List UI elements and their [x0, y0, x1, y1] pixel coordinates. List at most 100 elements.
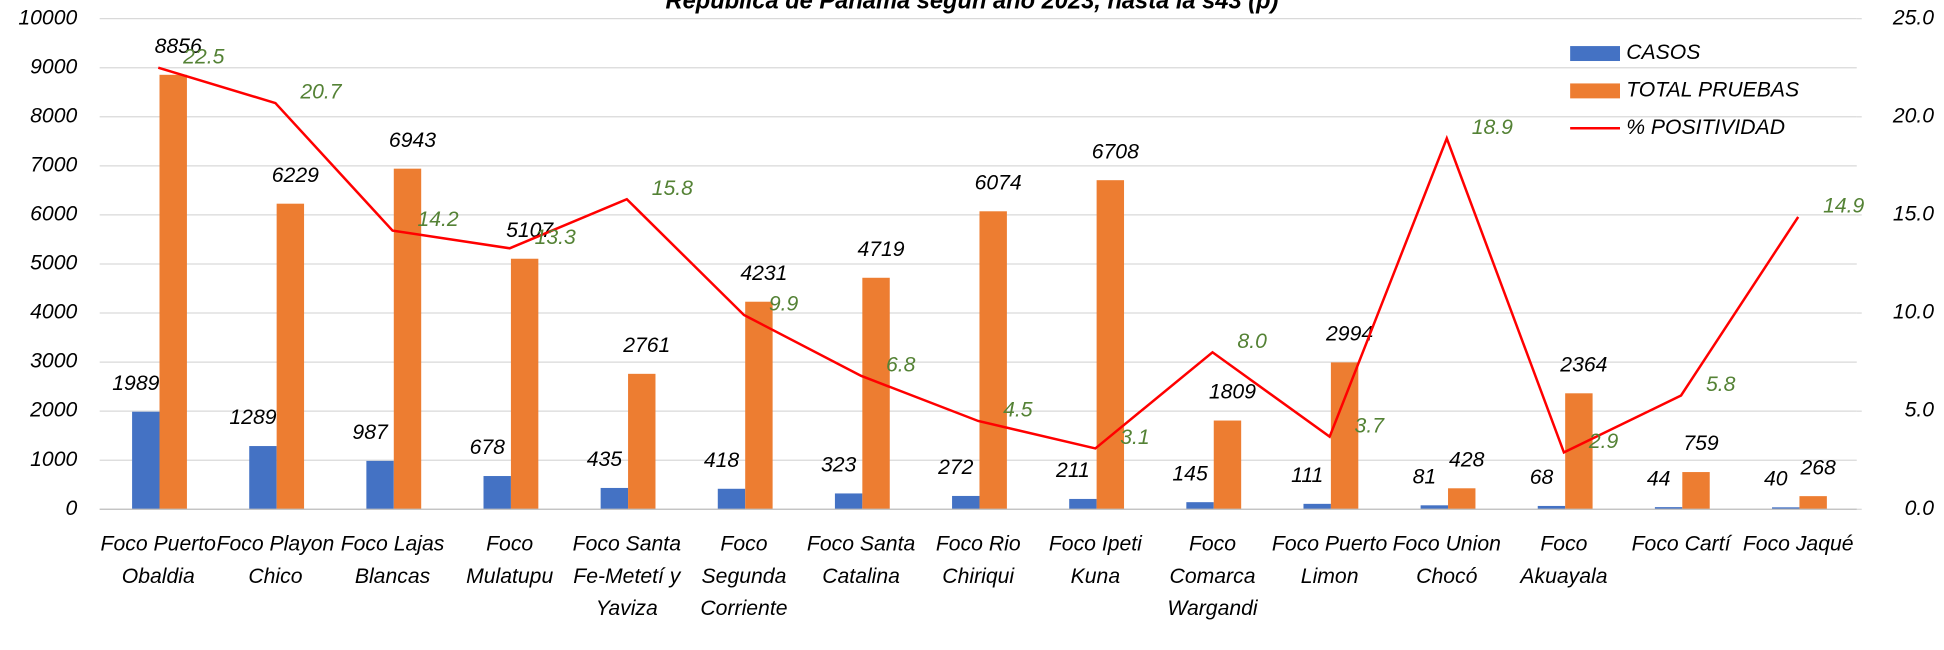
y-tick-label: 5000 [30, 252, 77, 275]
bar-value-label: 211 [1055, 459, 1090, 482]
bar-value-label: 6229 [272, 164, 319, 187]
x-tick-label: Foco Rio Chiriqui [935, 531, 1021, 588]
legend-swatch [1570, 83, 1620, 99]
x-tick-label-box: Foco Cartí [1631, 531, 1731, 556]
bar [979, 211, 1007, 510]
bar [1799, 496, 1827, 510]
bar [1448, 488, 1476, 510]
line-value-label: 18.9 [1472, 116, 1513, 139]
y-tick-label: 7000 [30, 153, 77, 176]
bar-value-label: 2761 [622, 334, 670, 357]
bar-value-label: 1989 [112, 372, 159, 395]
bar-value-label: 40 [1764, 468, 1788, 491]
x-tick-label-box: Foco Union Chocó [1392, 531, 1501, 588]
bar [717, 488, 746, 510]
y2-tick-label: 10.0 [1893, 301, 1934, 324]
y-tick-label: 10000 [18, 6, 77, 29]
line-value-label: 14.9 [1823, 195, 1864, 218]
bar [628, 373, 656, 510]
bar-value-label: 2994 [1325, 323, 1373, 346]
line-value-label: 13.3 [535, 226, 576, 249]
bar-value-label: 323 [821, 454, 857, 477]
bar [1682, 472, 1710, 510]
y-tick-label: 2000 [29, 399, 77, 422]
y2-tick-label: 20.0 [1892, 104, 1934, 127]
bar-value-label: 418 [704, 449, 740, 472]
bar-value-label: 68 [1530, 466, 1554, 489]
x-tick-label: Foco Segunda Corriente [700, 531, 788, 621]
y2-tick-label: 5.0 [1905, 399, 1935, 422]
x-tick-label-box: Foco Playon Chico [216, 531, 335, 588]
line-value-label: 2.9 [1588, 430, 1619, 453]
legend-label: CASOS [1626, 41, 1700, 64]
legend-swatch [1570, 46, 1620, 62]
x-tick-label: Foco Cartí [1631, 531, 1731, 556]
bar-value-label: 4231 [740, 262, 787, 285]
x-tick-label: Foco Comarca Wargandi [1167, 531, 1258, 621]
y2-tick-label: 0.0 [1905, 497, 1935, 520]
chart-title: República de Panamá según año 2023, hast… [666, 0, 1279, 15]
bar [132, 411, 160, 510]
y-tick-label: 1000 [30, 448, 77, 471]
line [157, 66, 1800, 455]
bar-value-label: 145 [1172, 462, 1208, 485]
line-value-label: 22.5 [182, 45, 224, 68]
bar-value-label: 5107 [506, 219, 554, 242]
line-value-label: 3.7 [1355, 414, 1386, 437]
bar [600, 487, 629, 510]
line-value-label: 5.8 [1706, 373, 1736, 396]
x-tick-label-box: Foco Santa Catalina [807, 532, 915, 588]
y-tick-label: 0 [65, 497, 77, 520]
x-tick-label-box: Foco Rio Chiriqui [935, 531, 1021, 588]
x-tick-label: Foco Union Chocó [1392, 531, 1501, 588]
bar [834, 493, 863, 510]
y-tick-label: 3000 [30, 350, 77, 373]
bar-value-label: 272 [937, 456, 974, 479]
y2-tick-label: 25.0 [1892, 6, 1934, 29]
bar [745, 301, 773, 510]
bar [510, 258, 539, 510]
bar [1213, 420, 1242, 510]
bar-value-label: 987 [352, 421, 389, 444]
bar-value-label: 428 [1449, 448, 1485, 471]
bar [1565, 393, 1593, 510]
line-value-label: 3.1 [1120, 426, 1149, 449]
bar [483, 476, 511, 510]
bar [249, 446, 277, 510]
x-tick-label: Foco Puerto Obaldia [100, 531, 216, 588]
bar [1303, 503, 1331, 510]
line-value-label: 4.5 [1003, 399, 1033, 422]
line-value-label: 14.2 [417, 208, 458, 231]
y-tick-label: 8000 [30, 104, 77, 127]
bar-value-label: 6074 [975, 171, 1022, 194]
bar [276, 203, 305, 510]
bar-value-label: 44 [1647, 467, 1671, 490]
bar-value-label: 678 [470, 436, 506, 459]
bar [159, 74, 187, 510]
x-tick-label-box: Foco Segunda Corriente [700, 531, 788, 621]
bar-value-label: 2364 [1559, 354, 1607, 377]
x-tick-label: Foco Jaqué [1742, 531, 1854, 556]
bar-value-label: 81 [1413, 466, 1437, 489]
bar [862, 277, 890, 510]
y2-tick-label: 15.0 [1893, 203, 1934, 226]
y-tick-label: 4000 [30, 301, 77, 324]
bar [393, 168, 422, 510]
line-value-label: 20.7 [299, 81, 342, 104]
x-tick-label-box: Foco Ipeti Kuna [1048, 531, 1142, 588]
x-tick-label: Foco Akuayala [1520, 531, 1608, 588]
bar [366, 460, 394, 510]
legend-label: TOTAL PRUEBAS [1626, 78, 1799, 101]
x-tick-label: Foco Mulatupu [466, 531, 554, 588]
bar-value-label: 1289 [229, 406, 276, 429]
bar-value-label: 111 [1291, 464, 1323, 487]
bar [1420, 505, 1449, 510]
x-tick-label: Foco Playon Chico [216, 531, 335, 588]
y-tick-label: 9000 [30, 55, 77, 78]
bar-value-label: 1809 [1209, 381, 1256, 404]
x-tick-label-box: Foco Akuayala [1520, 531, 1608, 588]
x-tick-label-box: Foco Comarca Wargandi [1167, 531, 1258, 621]
bar [952, 495, 980, 510]
x-tick-label: Foco Ipeti Kuna [1048, 531, 1142, 588]
bar [1069, 498, 1097, 510]
